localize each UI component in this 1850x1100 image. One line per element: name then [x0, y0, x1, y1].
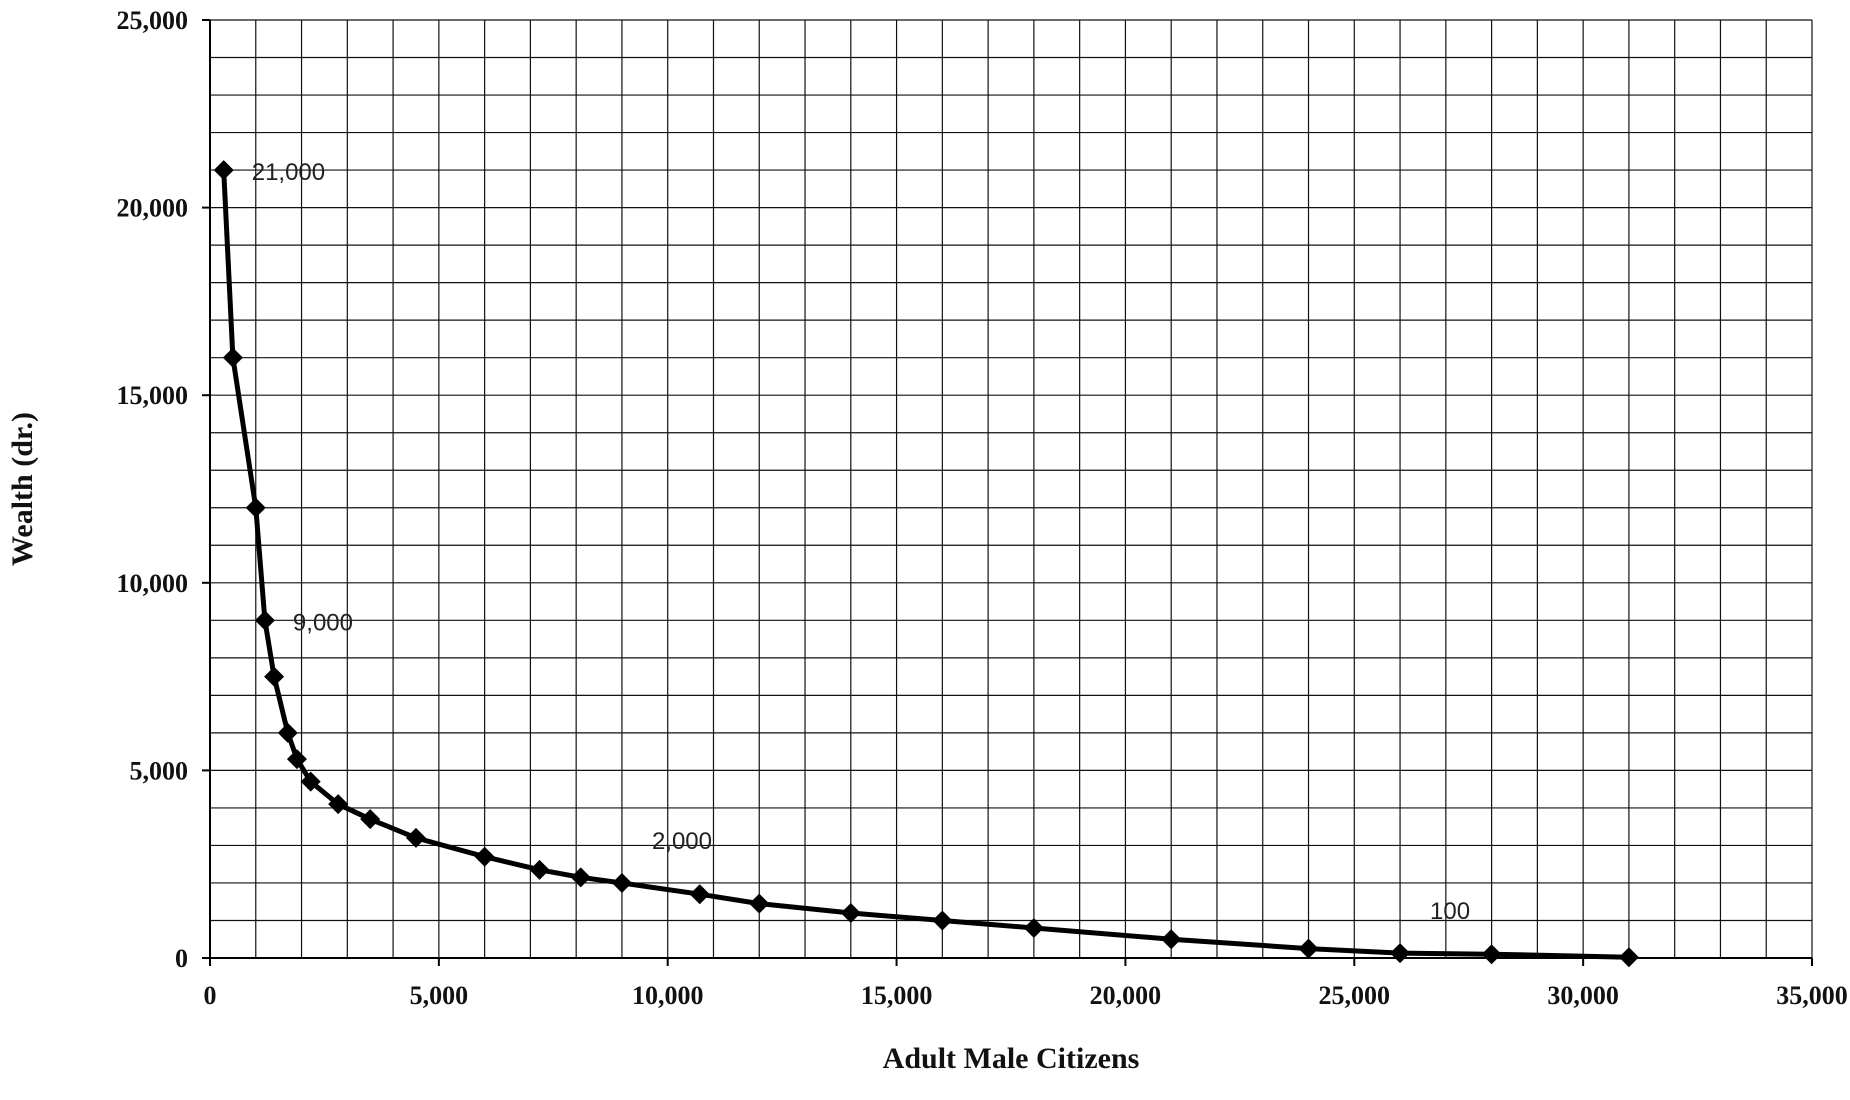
data-point-marker [932, 910, 953, 931]
x-tick-label: 20,000 [1090, 981, 1162, 1010]
x-tick-label: 0 [204, 981, 217, 1010]
data-point-marker [840, 902, 861, 923]
x-tick-label: 10,000 [632, 981, 704, 1010]
data-point-marker [328, 794, 349, 815]
data-point-marker [245, 497, 266, 518]
data-series [213, 160, 1639, 968]
y-tick-label: 10,000 [117, 569, 189, 598]
data-point-marker [1390, 943, 1411, 964]
y-tick-label: 25,000 [117, 6, 189, 35]
x-tick-label: 15,000 [861, 981, 933, 1010]
x-axis-title: Adult Male Citizens [883, 1042, 1140, 1075]
y-axis-tick-labels: 0 5,000 10,000 15,000 20,000 25,000 [117, 6, 189, 973]
data-point-marker [213, 160, 234, 181]
data-point-marker [1161, 929, 1182, 950]
data-point-marker [300, 771, 321, 792]
data-label: 9,000 [293, 609, 353, 636]
x-tick-label: 30,000 [1547, 981, 1619, 1010]
data-point-marker [1298, 938, 1319, 959]
data-point-marker [689, 884, 710, 905]
data-label: 100 [1430, 898, 1470, 925]
data-point-marker [474, 846, 495, 867]
data-point-marker [529, 859, 550, 880]
x-tick-label: 35,000 [1776, 981, 1848, 1010]
data-point-marker [286, 749, 307, 770]
y-tick-label: 0 [175, 944, 188, 973]
data-point-marker [1618, 947, 1639, 968]
data-labels: 21,000 9,000 2,000 100 [252, 159, 1470, 925]
axes [202, 19, 1813, 966]
gridlines [209, 19, 1813, 959]
data-point-marker [611, 872, 632, 893]
data-point-marker [264, 666, 285, 687]
x-tick-label: 5,000 [410, 981, 469, 1010]
data-point-marker [254, 610, 275, 631]
data-point-marker [277, 722, 298, 743]
data-label: 21,000 [252, 159, 325, 186]
data-point-marker [1023, 917, 1044, 938]
x-tick-label: 25,000 [1319, 981, 1391, 1010]
y-tick-label: 5,000 [130, 756, 189, 785]
data-label: 2,000 [652, 828, 712, 855]
x-axis-tick-labels: 0 5,000 10,000 15,000 20,000 25,000 30,000 35,0… [204, 981, 1848, 1010]
data-point-marker [222, 347, 243, 368]
series-line [221, 167, 1632, 960]
data-point-marker [749, 893, 770, 914]
data-point-marker [360, 809, 381, 830]
data-point-marker [405, 827, 426, 848]
y-tick-label: 15,000 [117, 381, 189, 410]
y-axis-title: Wealth (dr.) [6, 412, 39, 566]
y-tick-label: 20,000 [117, 194, 189, 223]
data-point-marker [570, 867, 591, 888]
data-point-marker [1481, 944, 1502, 965]
